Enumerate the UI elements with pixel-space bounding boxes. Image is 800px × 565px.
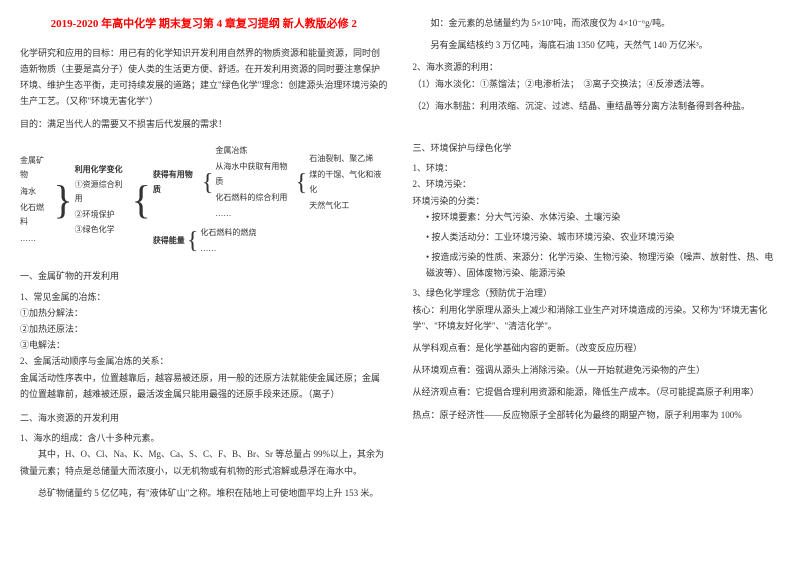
intro-paragraph: 化学研究和应用的目标：用已有的化学知识开发利用自然界的物质资源和能量资源，同时创… xyxy=(20,45,388,110)
section-3-3-p3: 从环境观点看：强调从源头上消除污染。（从一开始就避免污染物的产生） xyxy=(413,362,781,378)
brace-icon: { xyxy=(202,171,214,195)
section-1-heading: 一、金属矿物的开发利用 xyxy=(20,268,388,284)
section-2-1: 1、海水的组成：含八十多种元素。 xyxy=(20,430,388,446)
brace-icon: { xyxy=(187,229,199,253)
method-item: ②加热还原法： xyxy=(20,321,388,337)
branch-item: 金属冶炼 xyxy=(215,144,293,158)
method-item: ①加热分解法： xyxy=(20,305,388,321)
concept-diagram: 金属矿物 海水 化石燃料 …… } 利用化学变化 ①资源综合利用 ②环境保护 ③… xyxy=(20,144,388,257)
branch-label: 获得能量 xyxy=(153,234,185,248)
section-2-2: 2、海水资源的利用： xyxy=(413,59,781,75)
section-2-1-p1: 其中，H、O、Cl、Na、K、Mg、Ca、S、C、F、B、Br、Sr 等总量占 … xyxy=(20,446,388,478)
diagram-process-item: ②环境保护 xyxy=(75,208,130,222)
branch-right-items: 石油裂制、聚乙烯 煤的干馏、气化和液化 天然气化工 xyxy=(309,152,387,214)
document-title: 2019-2020 年高中化学 期末复习第 4 章复习提纲 新人教版必修 2 xyxy=(20,15,388,35)
branch-items: 金属冶炼 从海水中获取有用物质 化石燃料的综合利用 …… xyxy=(215,144,293,222)
diagram-branch-materials: 获得有用物质 { 金属冶炼 从海水中获取有用物质 化石燃料的综合利用 …… { … xyxy=(153,144,388,222)
section-3-3-p4: 从经济观点看：它提倡合理利用资源和能源，降低生产成本。（尽可能提高原子利用率） xyxy=(413,384,781,400)
right-column: 如：金元素的总储量约为 5×10⁷吨，而浓度仅为 4×10⁻⁶g/吨。 另有金属… xyxy=(413,15,781,550)
branch-right-item: 石油裂制、聚乙烯 xyxy=(309,152,387,166)
purpose-line: 目的：满足当代人的需要又不损害后代发展的需求！ xyxy=(20,116,388,132)
brace-icon: { xyxy=(132,180,151,220)
brace-icon: } xyxy=(53,180,72,220)
brace-icon: { xyxy=(296,171,308,195)
section-3-2-subhead: 环境污染的分类： xyxy=(413,193,781,209)
branch-label: 获得有用物质 xyxy=(153,168,200,197)
section-3-3-p2: 从学科观点看：是化学基础内容的更新。（改变反应历程） xyxy=(413,340,781,356)
section-2-heading: 二、海水资源的开发利用 xyxy=(20,410,388,426)
branch-item: …… xyxy=(200,242,256,256)
section-2-2b: （2）海水制盐：利用浓缩、沉淀、过滤、结晶、重结晶等分离方法制备得到各种盐。 xyxy=(413,98,781,114)
branch-right-item: 天然气化工 xyxy=(309,199,387,213)
branch-items: 化石燃料的燃烧 …… xyxy=(200,226,256,257)
list-item: 按环境要素：分大气污染、水体污染、土壤污染 xyxy=(426,209,780,225)
section-1-1: 1、常见金属的冶炼： xyxy=(20,289,388,305)
diagram-branch-energy: 获得能量 { 化石燃料的燃烧 …… xyxy=(153,226,388,257)
list-item: 按人类活动分：工业环境污染、城市环境污染、农业环境污染 xyxy=(426,229,780,245)
diagram-process: 利用化学变化 ①资源综合利用 ②环境保护 ③绿色化学 xyxy=(75,163,130,238)
method-item: ③电解法： xyxy=(20,337,388,353)
section-1-2-body: 金属活动性序表中，位置越靠后，越容易被还原，用一般的还原方法就能使金属还原；金属… xyxy=(20,370,388,402)
branch-item: 化石燃料的燃烧 xyxy=(200,226,256,240)
diagram-sources: 金属矿物 海水 化石燃料 …… xyxy=(20,154,51,246)
section-2-2a: （1）海水淡化：①蒸馏法；②电渗析法； ③离子交换法；④反渗透法等。 xyxy=(413,76,781,92)
branch-item: 从海水中获取有用物质 xyxy=(215,160,293,189)
diagram-source-item: 金属矿物 xyxy=(20,154,51,183)
section-3-3-p5: 热点：原子经济性——反应物原子全部转化为最终的期望产物，原子利用率为 100% xyxy=(413,407,781,423)
branch-item: …… xyxy=(215,207,293,221)
list-item: 按造成污染的性质、来源分：化学污染、生物污染、物理污染（噪声、放射性、热、电磁波… xyxy=(426,249,780,281)
branch-right-item: 煤的干馏、气化和液化 xyxy=(309,168,387,197)
diagram-process-item: ③绿色化学 xyxy=(75,223,130,237)
diagram-source-item: 海水 xyxy=(20,185,51,199)
section-1-2: 2、金属活动顺序与金属冶炼的关系： xyxy=(20,353,388,369)
left-column: 2019-2020 年高中化学 期末复习第 4 章复习提纲 新人教版必修 2 化… xyxy=(20,15,388,550)
section-3-3-p1: 核心：利用化学原理从源头上减少和消除工业生产对环境造成的污染。又称为"环境无害化… xyxy=(413,302,781,334)
section-3-heading: 三、环境保护与绿色化学 xyxy=(413,140,781,156)
diagram-process-item: ①资源综合利用 xyxy=(75,178,130,207)
section-3-2: 2、环境污染： xyxy=(413,176,781,192)
metal-nodule: 另有金属结核约 3 万亿吨，海底石油 1350 亿吨，天然气 140 万亿米³。 xyxy=(413,37,781,53)
diagram-process-header: 利用化学变化 xyxy=(75,163,130,177)
gold-example: 如：金元素的总储量约为 5×10⁷吨，而浓度仅为 4×10⁻⁶g/吨。 xyxy=(413,15,781,31)
branch-item: 化石燃料的综合利用 xyxy=(215,191,293,205)
section-3-3: 3、绿色化学理念（预防优于治理） xyxy=(413,285,781,301)
diagram-outputs: 获得有用物质 { 金属冶炼 从海水中获取有用物质 化石燃料的综合利用 …… { … xyxy=(153,144,388,257)
diagram-source-item: 化石燃料 xyxy=(20,201,51,230)
section-2-1-p2: 总矿物储量约 5 亿亿吨，有"液体矿山"之称。堆积在陆地上可使地面平均上升 15… xyxy=(20,485,388,501)
pollution-list: 按环境要素：分大气污染、水体污染、土壤污染 按人类活动分：工业环境污染、城市环境… xyxy=(413,209,781,282)
diagram-source-item: …… xyxy=(20,232,51,246)
section-3-1: 1、环境： xyxy=(413,160,781,176)
spacer xyxy=(413,120,781,132)
